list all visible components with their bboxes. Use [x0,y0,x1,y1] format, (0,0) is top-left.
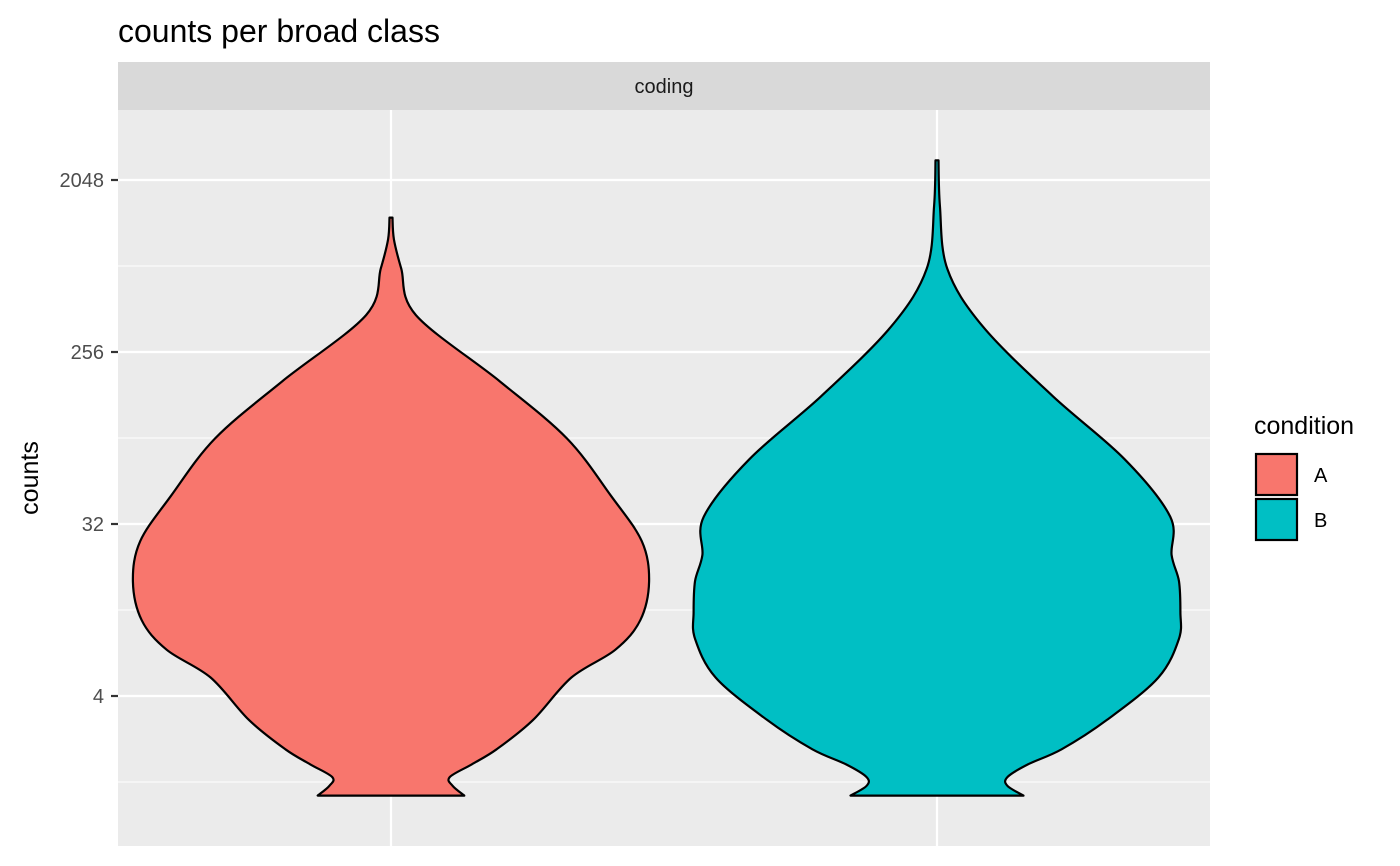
y-tick-label: 256 [71,342,104,364]
violin-A [131,216,651,797]
legend-label-A: A [1314,465,1328,487]
legend-items: AB [1254,452,1328,542]
legend-label-B: B [1314,510,1327,532]
violin-B [691,159,1183,797]
legend-key-B [1254,497,1299,542]
facet-strip [118,62,1210,110]
facet-strip-label: coding [635,76,694,98]
legend-key-A [1254,452,1299,497]
y-axis-title: counts [16,441,44,515]
y-axis: 4 32 256 2048 [60,170,118,708]
y-tick-label: 32 [82,514,104,536]
y-tick-label: 4 [93,686,104,708]
legend: condition AB [1254,412,1354,542]
chart-title: counts per broad class [118,13,440,49]
violins [131,159,1183,797]
legend-title: condition [1254,412,1354,440]
y-tick-label: 2048 [60,170,105,192]
